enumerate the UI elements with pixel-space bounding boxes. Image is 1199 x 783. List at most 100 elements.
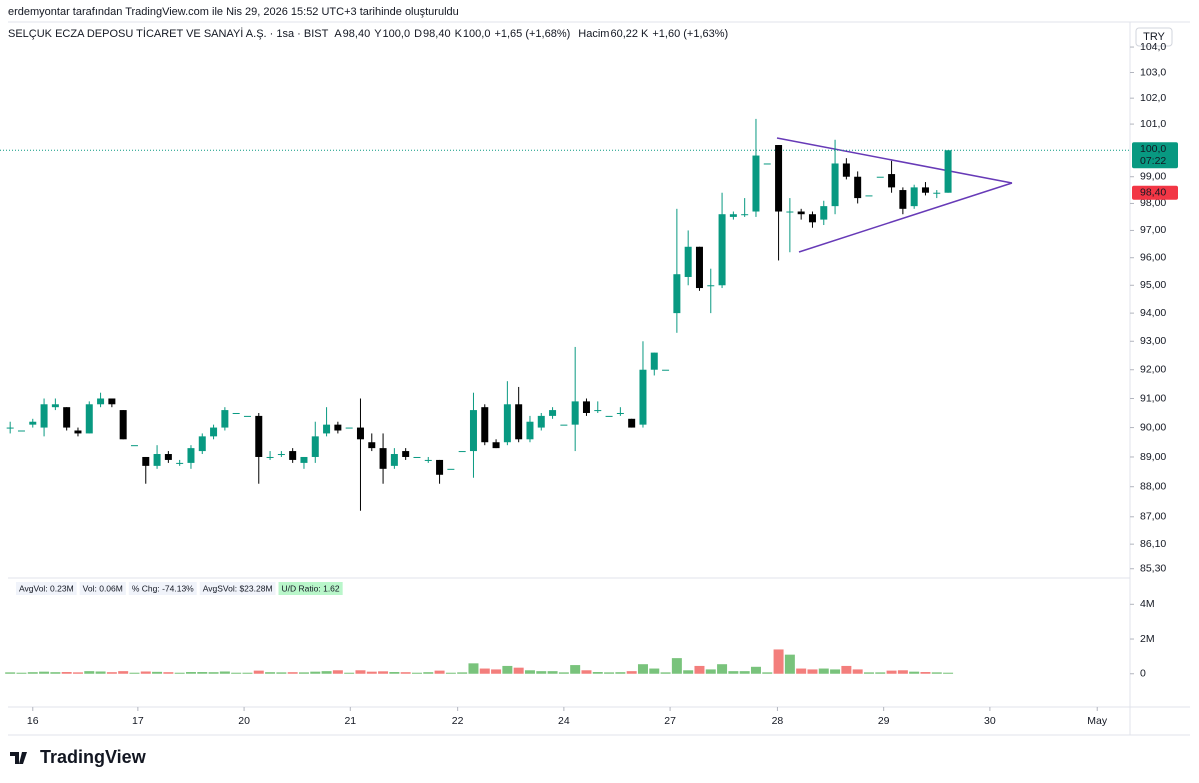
- x-tick-label: 16: [27, 715, 39, 727]
- candle-body: [481, 407, 489, 443]
- volume-tick-label: 0: [1140, 668, 1146, 680]
- volume-bar: [434, 670, 445, 674]
- last-price-label: 100,0: [1140, 143, 1166, 155]
- candle-body: [368, 442, 376, 449]
- candle-body: [718, 214, 726, 286]
- candle-body: [549, 410, 557, 416]
- change: +1,65 (+1,68%): [494, 28, 570, 40]
- candle-body: [899, 190, 907, 209]
- volume-bar: [524, 670, 535, 674]
- candle-body: [390, 454, 398, 466]
- volume-bar: [445, 672, 456, 674]
- ohlc-value: 98,40: [343, 28, 371, 40]
- ohlc-key: Y: [374, 28, 382, 40]
- symbol-title: SELÇUK ECZA DEPOSU TİCARET VE SANAYİ A.Ş…: [8, 27, 329, 40]
- candle-body: [176, 462, 184, 464]
- volume-bar: [389, 672, 400, 674]
- x-tick-label: 24: [558, 715, 570, 727]
- volume-bar: [909, 671, 920, 674]
- candle-body: [277, 454, 285, 456]
- candle-body: [187, 448, 195, 463]
- volume-stat: AvgSVol: $23.28M: [203, 583, 273, 593]
- volume-bar: [321, 671, 332, 674]
- candle-body: [289, 451, 297, 460]
- volume-bar: [943, 672, 954, 674]
- volume-bar: [649, 668, 660, 674]
- y-tick-label: 86,10: [1140, 538, 1166, 550]
- volume-bar: [16, 672, 27, 674]
- volume-bar: [185, 672, 196, 674]
- volume-tick-label: 4M: [1140, 598, 1155, 610]
- candle-body: [876, 176, 884, 178]
- candle-body: [537, 415, 545, 428]
- volume-tick-label: 2M: [1140, 633, 1155, 645]
- volume-bar: [886, 670, 897, 674]
- volume-bar: [604, 672, 615, 674]
- candle-body: [255, 415, 263, 457]
- volume-bar: [287, 672, 298, 674]
- volume-bar: [592, 672, 603, 674]
- candle-body: [616, 412, 624, 414]
- candle-body: [458, 451, 466, 453]
- volume-stat-box: [79, 582, 126, 595]
- volume-bar: [671, 658, 682, 674]
- candle-body: [311, 436, 319, 457]
- volume-bar: [615, 672, 626, 674]
- volume-bar: [773, 649, 784, 674]
- candle-body: [503, 404, 511, 443]
- volume-bar: [366, 671, 377, 674]
- candle-body: [51, 404, 59, 408]
- volume-bar: [174, 672, 185, 674]
- volume-bar: [253, 670, 264, 674]
- x-tick-label: 27: [664, 715, 676, 727]
- volume-bar: [581, 670, 592, 674]
- candle-body: [910, 187, 918, 207]
- volume-bar: [468, 663, 479, 674]
- volume-bar: [61, 672, 72, 674]
- brand: TradingView: [40, 747, 147, 767]
- candle-body: [933, 192, 941, 194]
- candle-body: [775, 145, 783, 212]
- candle-body: [560, 424, 568, 426]
- y-tick-label: 102,0: [1140, 92, 1166, 104]
- currency-box: [1135, 27, 1173, 47]
- volume-bar: [27, 672, 38, 674]
- y-tick-label: 99,00: [1140, 171, 1166, 183]
- candle-body: [6, 427, 14, 429]
- candle-body: [763, 163, 771, 165]
- volume-bar: [129, 672, 140, 674]
- volume-bar: [875, 672, 886, 674]
- candle-body: [582, 401, 590, 413]
- candle-body: [323, 424, 331, 434]
- volume-bar: [717, 664, 728, 674]
- candle-body: [402, 451, 410, 457]
- candle-body: [424, 459, 432, 461]
- y-tick-label: 87,00: [1140, 511, 1166, 523]
- y-tick-label: 88,00: [1140, 480, 1166, 492]
- candle-body: [345, 427, 353, 429]
- y-tick-label: 96,00: [1140, 251, 1166, 263]
- volume-bar: [558, 672, 569, 674]
- x-tick-label: 30: [984, 715, 996, 727]
- volume-bar: [355, 670, 366, 674]
- volume-stat-box: [128, 582, 197, 595]
- candle-body: [820, 206, 828, 220]
- candle-body: [594, 410, 602, 412]
- x-tick-label: 22: [452, 715, 464, 727]
- volume-bar: [298, 672, 309, 674]
- volume-bar: [762, 672, 773, 674]
- volume-bar: [739, 671, 750, 674]
- volume-bar: [920, 672, 931, 674]
- candle-body: [695, 246, 703, 289]
- y-tick-label: 97,00: [1140, 224, 1166, 236]
- candle-body: [639, 369, 647, 425]
- candle-body: [673, 274, 681, 314]
- candle-body: [865, 195, 873, 197]
- volume-bar: [5, 672, 16, 674]
- candle-body: [232, 412, 240, 414]
- candle-body: [842, 163, 850, 177]
- candle-body: [63, 407, 71, 428]
- volume-bar: [411, 672, 422, 674]
- candle-body: [808, 214, 816, 223]
